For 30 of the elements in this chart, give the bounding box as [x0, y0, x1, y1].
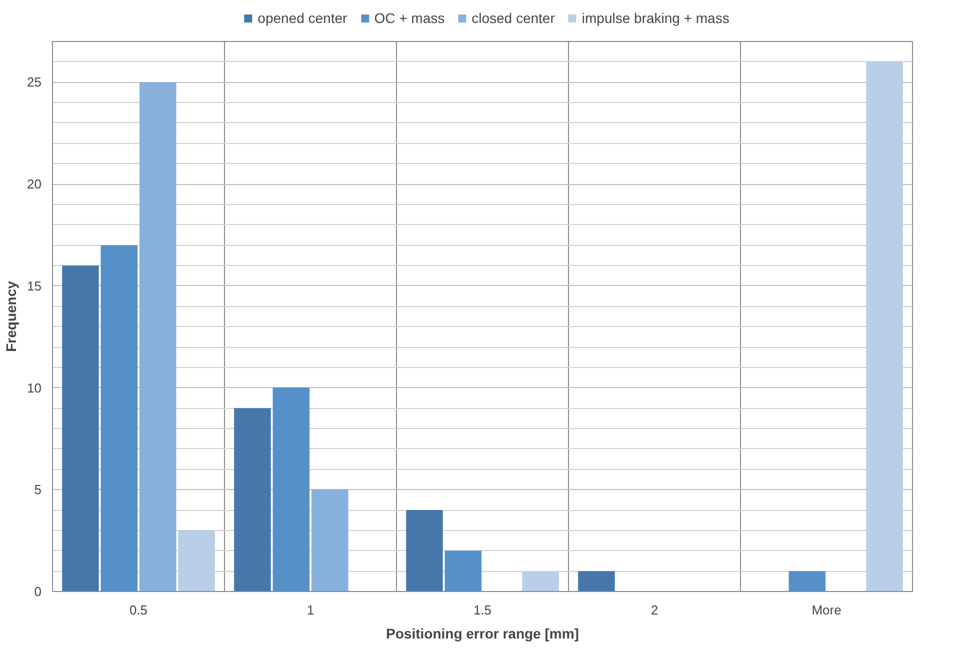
x-tick-label: 0.5: [129, 602, 148, 618]
x-tick-label: 1: [306, 602, 314, 618]
bar: [139, 82, 176, 592]
x-tick-label: 2: [650, 602, 658, 618]
x-tick-label: 1.5: [473, 602, 492, 618]
bar: [522, 571, 559, 592]
y-tick-label: 20: [27, 176, 42, 192]
bar: [578, 571, 615, 592]
legend-label: opened center: [258, 10, 348, 26]
legend-label: closed center: [472, 10, 555, 26]
bar: [311, 490, 348, 592]
x-axis-title: Positioning error range [mm]: [386, 626, 579, 642]
y-tick-label: 15: [27, 278, 42, 294]
bar: [62, 266, 99, 592]
legend-label: impulse braking + mass: [582, 10, 730, 26]
legend-label: OC + mass: [374, 10, 445, 26]
bar: [100, 245, 138, 592]
x-tick-label: More: [812, 602, 842, 618]
bar: [272, 388, 310, 592]
bar: [444, 550, 482, 592]
y-tick-label: 10: [27, 380, 42, 396]
y-tick-label: 5: [34, 482, 42, 498]
y-axis-title: Frequency: [3, 280, 20, 352]
y-tick-label: 0: [34, 584, 42, 599]
bar: [178, 530, 215, 592]
bar: [406, 510, 443, 592]
bar: [788, 571, 826, 592]
y-tick-label: 25: [27, 74, 42, 90]
bar: [866, 62, 903, 592]
bar: [234, 408, 271, 592]
